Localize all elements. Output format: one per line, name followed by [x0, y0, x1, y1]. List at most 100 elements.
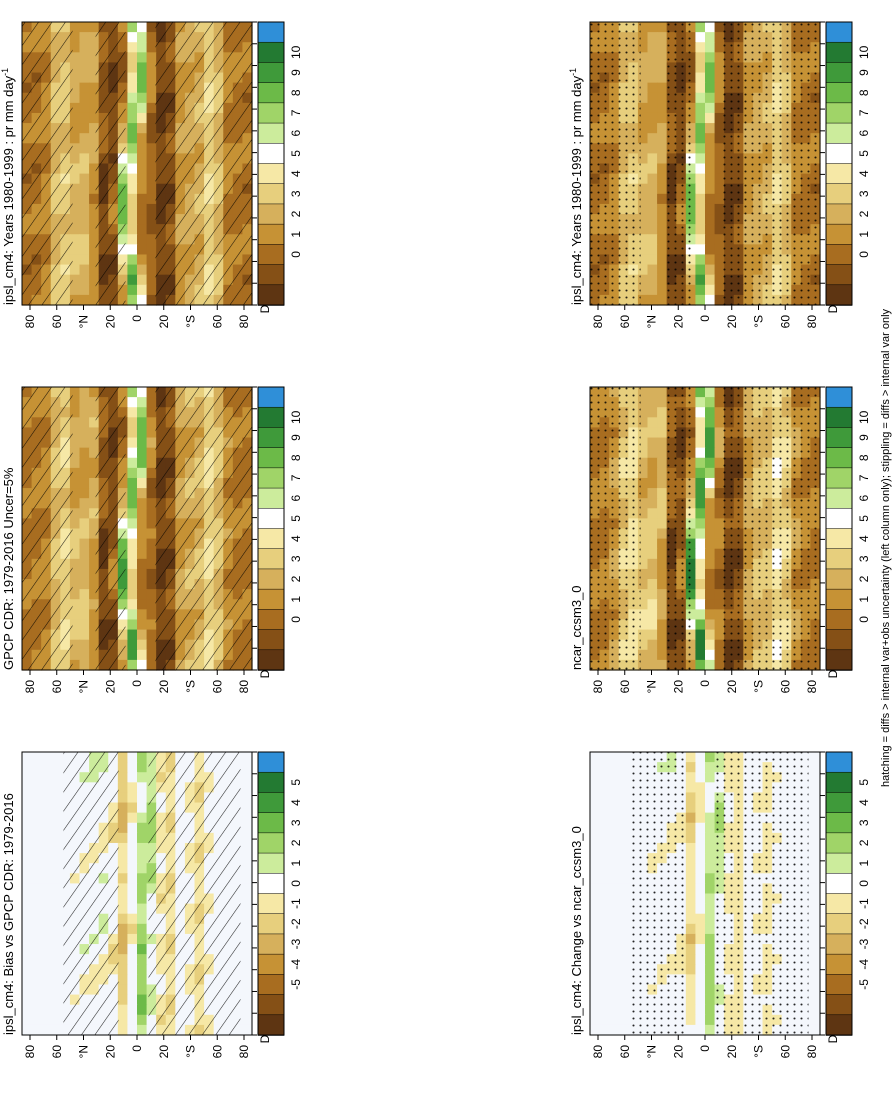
heat-cell — [705, 498, 716, 509]
colorbar-swatch — [825, 447, 853, 469]
heat-cell — [705, 183, 716, 195]
heat-cell — [637, 397, 649, 408]
heat-cell — [127, 467, 138, 479]
colorbar: 5 4 3 2 1 0 -1 -2 -3 -4 -5 — [825, 751, 871, 1036]
heat-cell — [137, 913, 148, 925]
heat-cell — [647, 153, 658, 165]
colorbar-label: 1 — [857, 860, 871, 867]
heat-cell — [146, 254, 157, 266]
heat-cell — [50, 994, 61, 1006]
heat-cell — [22, 1024, 33, 1036]
heat-cell — [69, 518, 81, 530]
heat-cell — [618, 923, 629, 935]
heat-cell — [647, 143, 658, 154]
heat-cell — [647, 214, 658, 225]
heat-cell — [41, 1024, 52, 1036]
panel-title: ipsl_cm4: Bias vs GPCP CDR: 1979-2016 — [1, 793, 16, 1035]
heat-cell — [599, 883, 610, 895]
colorbar-swatch — [825, 649, 853, 671]
overlay-band — [590, 22, 641, 305]
heat-cell — [137, 437, 148, 449]
heat-cell — [637, 133, 649, 144]
heat-cell — [637, 488, 649, 499]
colorbar-swatch — [257, 102, 285, 124]
heat-cell — [657, 163, 668, 175]
y-tick-label: °S — [184, 1045, 198, 1058]
heat-cell — [657, 568, 668, 580]
heat-cell — [127, 203, 138, 215]
heat-cell — [695, 32, 706, 43]
heat-cell — [609, 893, 620, 905]
heat-cell — [647, 457, 658, 469]
heat-cell — [705, 558, 716, 570]
heat-cell — [685, 893, 697, 905]
heat-cell — [69, 629, 81, 641]
colorbar-swatch — [825, 751, 853, 773]
heat-cell — [590, 1024, 601, 1036]
colorbar-label: 8 — [857, 89, 871, 96]
heat-cell — [647, 72, 658, 84]
heat-cell — [50, 873, 61, 884]
heat-cell — [609, 994, 620, 1006]
colorbar-swatch — [257, 264, 285, 286]
heat-cell — [647, 568, 658, 580]
heat-cell — [685, 1024, 697, 1036]
heat-cell — [79, 62, 90, 74]
heat-cell — [89, 609, 100, 621]
heat-cell — [695, 193, 706, 205]
heat-cell — [31, 944, 42, 955]
colorbar-label: 8 — [289, 454, 303, 461]
colorbar-swatch — [257, 953, 285, 976]
heat-cell — [599, 903, 610, 915]
heat-cell — [79, 183, 90, 195]
colorbar-label: 3 — [289, 555, 303, 562]
heat-cell — [50, 842, 61, 854]
heat-cell — [31, 1004, 42, 1016]
heat-cell — [89, 629, 100, 641]
colorbar-swatch — [825, 102, 853, 124]
heat-cell — [657, 599, 668, 610]
colorbar-swatch — [257, 508, 285, 530]
heat-cell — [146, 457, 157, 469]
heat-cell — [79, 143, 90, 154]
heat-cell — [647, 133, 658, 144]
heat-cell — [609, 812, 620, 824]
heat-cell — [695, 1004, 706, 1016]
heat-cell — [609, 1014, 620, 1026]
heat-cell — [137, 883, 148, 895]
heat-cell — [69, 82, 81, 94]
heat-cell — [137, 173, 148, 185]
heat-cell — [685, 964, 697, 975]
heat-cell — [146, 153, 157, 165]
heat-cell — [127, 782, 138, 794]
heat-cell — [79, 579, 90, 590]
heat-cell — [714, 629, 725, 641]
heat-cell — [137, 203, 148, 215]
heat-cell — [705, 802, 716, 814]
heat-cell — [89, 659, 100, 671]
heat-cell — [637, 477, 649, 489]
heat-cell — [69, 22, 81, 33]
heat-cell — [657, 427, 668, 439]
heat-cell — [590, 944, 601, 955]
heat-cell — [79, 427, 90, 439]
heat-cell — [146, 528, 157, 540]
heat-cell — [117, 1014, 129, 1026]
heat-cell — [242, 772, 253, 783]
heat-cell — [647, 629, 658, 641]
heat-cell — [637, 284, 649, 296]
heat-cell — [637, 589, 649, 600]
y-tick-label: 80 — [591, 1045, 605, 1059]
heat-cell — [695, 518, 706, 530]
heat-cell — [637, 143, 649, 154]
heat-cell — [810, 974, 821, 986]
heat-cell — [50, 863, 61, 874]
heat-cell — [695, 913, 706, 925]
heat-cell — [41, 782, 52, 794]
heat-cell — [695, 832, 706, 844]
heat-cell — [705, 619, 716, 631]
heat-cell — [242, 1004, 253, 1016]
heat-cell — [50, 923, 61, 935]
heat-cell — [41, 802, 52, 814]
heat-cell — [637, 22, 649, 33]
